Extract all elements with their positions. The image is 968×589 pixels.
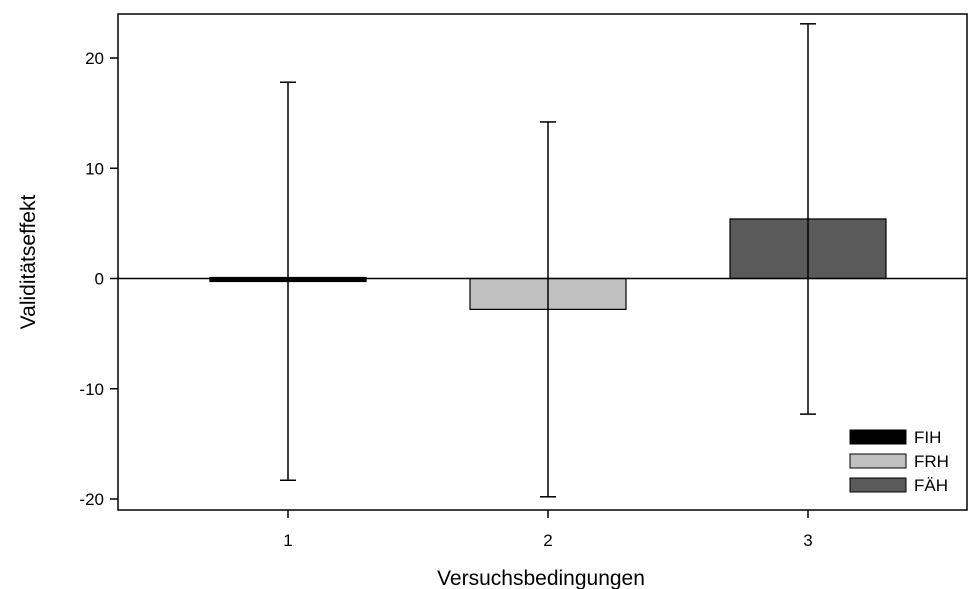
- legend: FIH FRH FÄH: [849, 428, 949, 495]
- y-tick-label: -20: [79, 490, 104, 509]
- error-bar-fäh: [800, 23, 816, 415]
- y-axis: 20 10 0 -10 -20: [79, 49, 118, 509]
- y-tick-label: 20: [85, 49, 104, 68]
- y-tick-label: 0: [95, 270, 104, 289]
- legend-swatch-frh: [849, 453, 907, 469]
- legend-swatch-fih: [849, 429, 907, 445]
- x-axis-title: Versuchsbedingungen: [437, 567, 645, 589]
- legend-swatch-fäh: [849, 477, 907, 493]
- x-tick-label: 2: [543, 531, 552, 550]
- error-bar-fih: [280, 81, 296, 482]
- plot-frame: [117, 13, 968, 511]
- x-tick-label: 3: [803, 531, 812, 550]
- x-tick-label: 1: [283, 531, 292, 550]
- y-tick-label: 10: [85, 159, 104, 178]
- legend-label-fih: FIH: [914, 428, 941, 447]
- error-bars: [280, 23, 816, 498]
- legend-label-fäh: FÄH: [914, 476, 948, 495]
- legend-label-frh: FRH: [914, 452, 949, 471]
- y-axis-title: Validitätseffekt: [17, 195, 40, 330]
- error-bar-frh: [540, 121, 556, 498]
- x-axis: 1 2 3: [283, 510, 813, 550]
- y-tick-label: -10: [79, 380, 104, 399]
